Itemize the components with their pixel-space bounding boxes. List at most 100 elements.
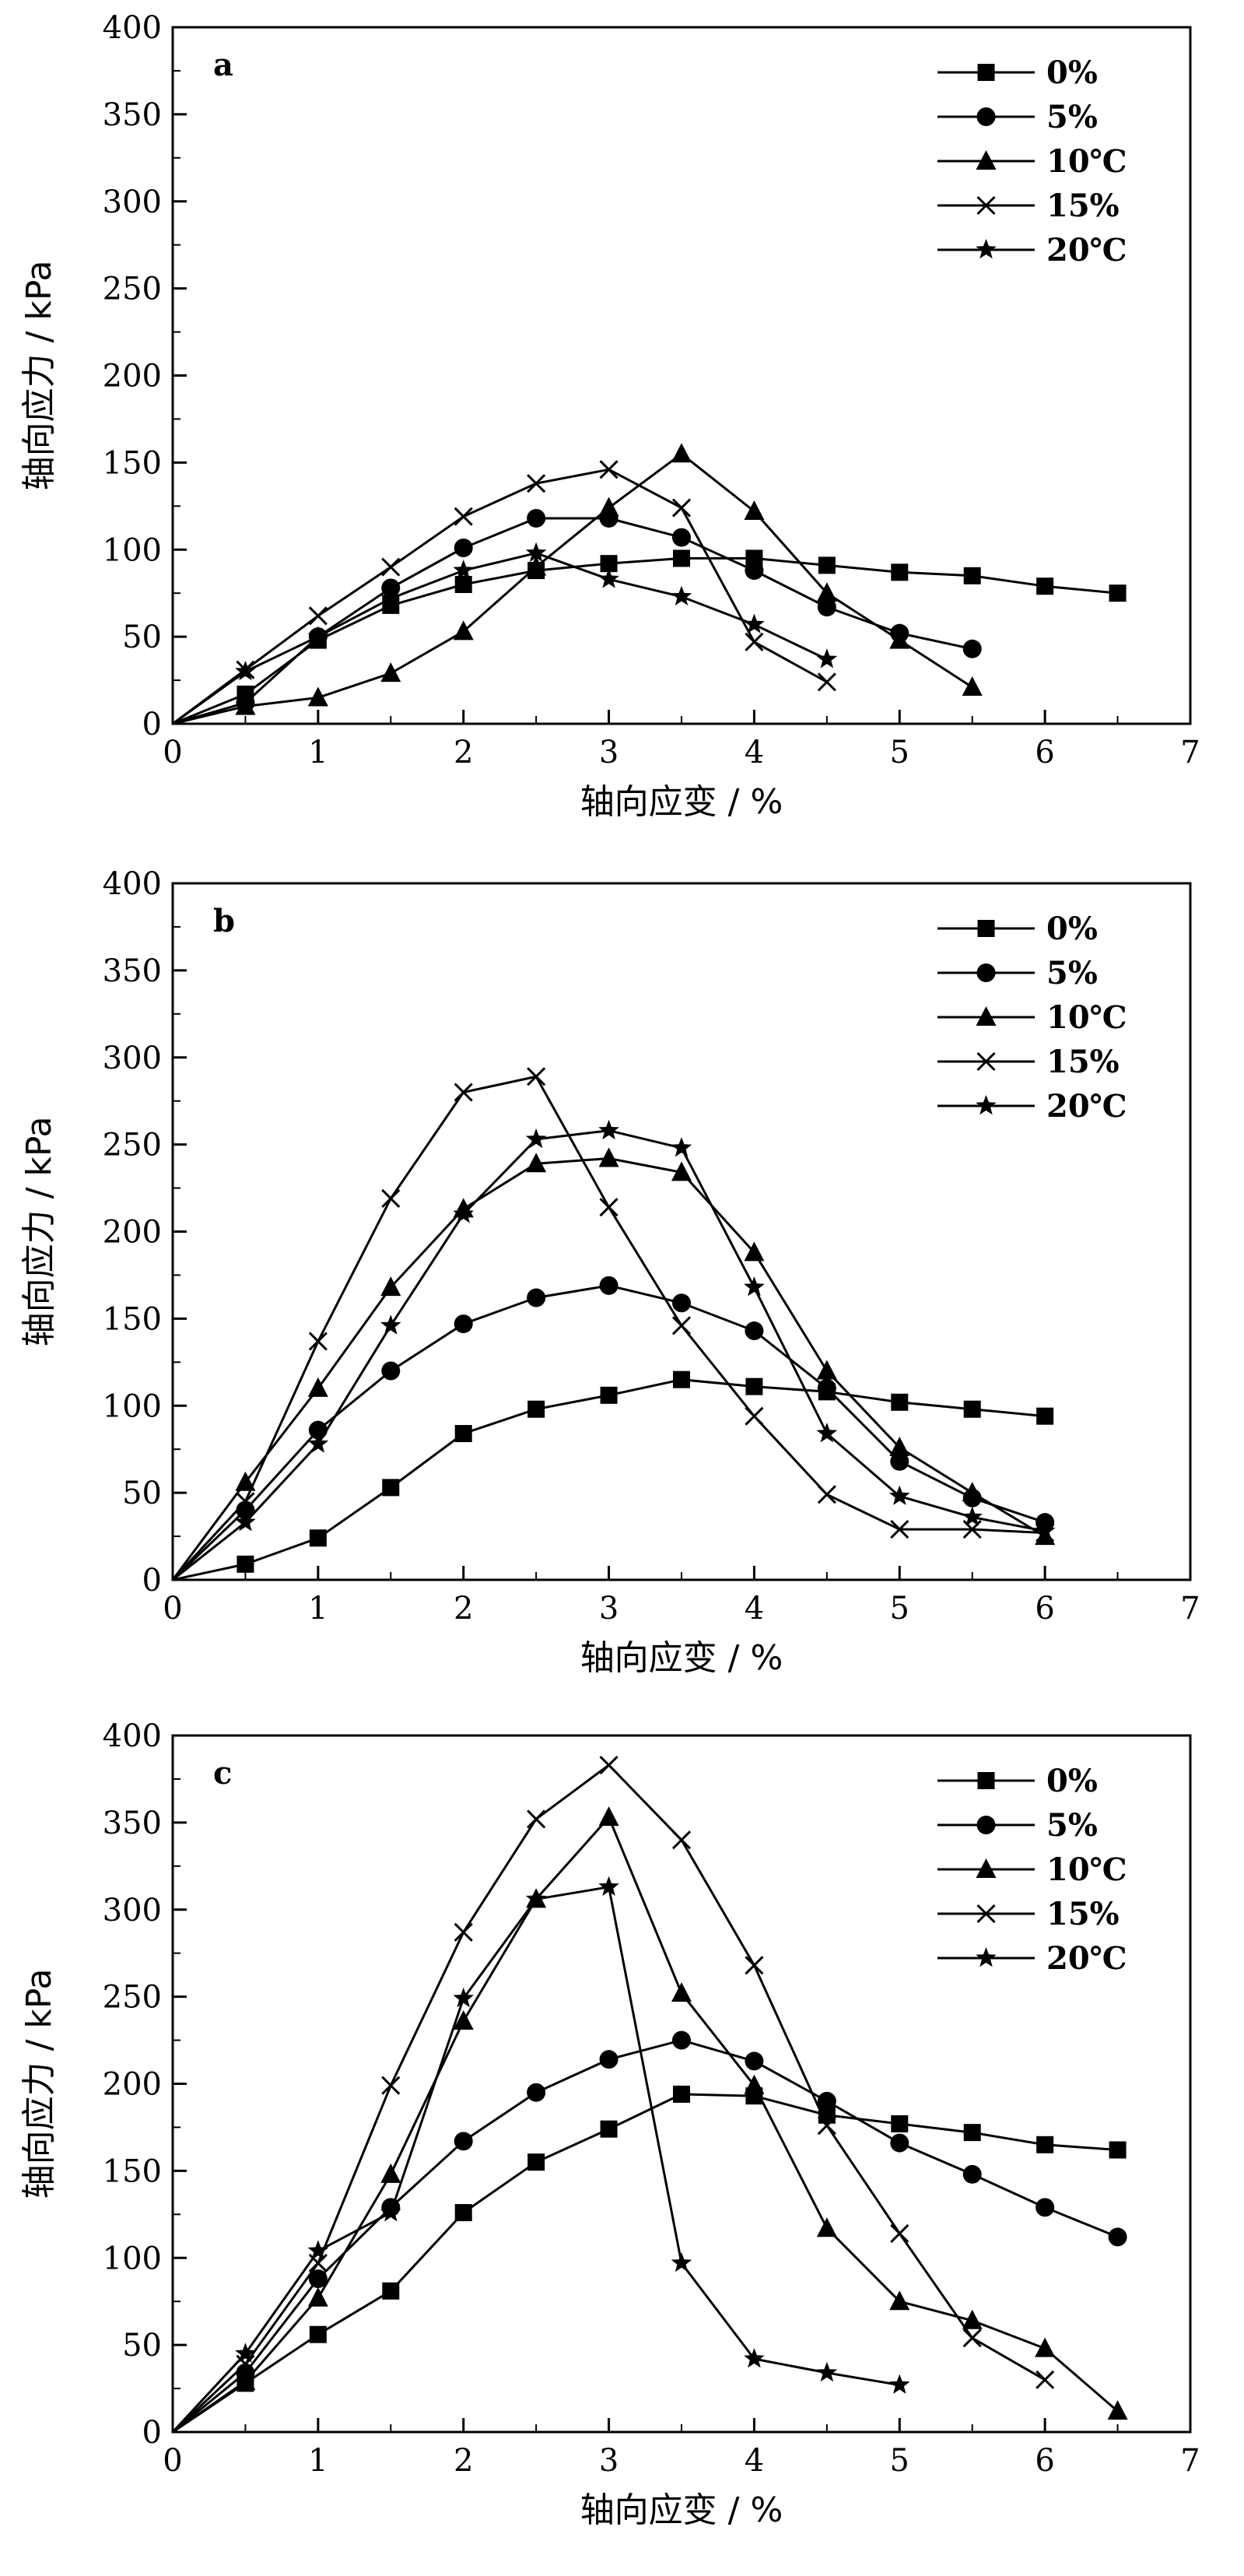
data-point: [816, 648, 838, 669]
x-tick-label: 0: [163, 735, 182, 770]
y-axis-title: 轴向应力 / kPa: [19, 1969, 59, 2199]
y-tick-label: 0: [142, 707, 162, 742]
data-point: [454, 2204, 472, 2222]
series-line: [171, 1764, 1046, 2434]
legend: 0% 5% 10℃ 15% 20℃: [937, 54, 1127, 268]
data-point: [309, 1529, 327, 1547]
data-point: [673, 1370, 690, 1388]
legend: 0% 5% 10℃ 15% 20℃: [937, 1763, 1127, 1977]
x-tick-label: 7: [1180, 735, 1200, 770]
data-point: [454, 507, 473, 526]
data-point: [962, 1506, 983, 1526]
data-point: [381, 1361, 401, 1381]
data-point: [745, 2051, 764, 2071]
data-point: [744, 2348, 765, 2368]
y-tick-label: 200: [103, 359, 162, 395]
y-tick-label: 150: [103, 1301, 162, 1337]
chart-panel-b: 0 1 2 3 4 5 6 7 0 50 100 150 200 250 300 350 400 轴向应变 / %…: [19, 866, 1200, 1678]
data-point: [745, 632, 764, 651]
data-point: [963, 1400, 981, 1418]
data-point: [235, 1511, 256, 1532]
data-point: [600, 555, 618, 573]
data-point: [527, 1400, 545, 1418]
series-line: [172, 2093, 1118, 2434]
data-point: [381, 1188, 401, 1209]
x-tick-label: 5: [890, 735, 909, 770]
legend-marker: [976, 963, 996, 982]
legend-item: 0%: [937, 54, 1098, 91]
legend-label: 20℃: [1046, 232, 1127, 268]
data-point: [526, 1153, 547, 1173]
x-tick-label: 3: [599, 735, 618, 770]
data-point: [527, 508, 546, 528]
data-point: [671, 2252, 692, 2272]
y-tick-label: 200: [103, 2067, 162, 2103]
data-point: [454, 1922, 473, 1942]
data-point: [1035, 2370, 1055, 2389]
data-point: [745, 1377, 763, 1395]
data-point: [527, 474, 546, 493]
legend-label: 10℃: [1046, 143, 1127, 180]
y-tick-label: 0: [142, 1563, 162, 1599]
x-tick-label: 6: [1035, 1591, 1054, 1627]
x-tick-label: 1: [308, 2443, 328, 2479]
legend-item: 20℃: [937, 1088, 1127, 1125]
data-point: [307, 2240, 329, 2260]
legend-marker: [976, 1816, 996, 1834]
data-point: [745, 561, 764, 581]
data-point: [307, 1377, 328, 1397]
data-point: [599, 1755, 618, 1775]
series-3: [172, 443, 983, 725]
data-point: [525, 1128, 547, 1149]
data-point: [671, 585, 692, 605]
series-2: [172, 508, 982, 725]
data-point: [307, 686, 328, 707]
legend-marker: [976, 1095, 997, 1115]
plot-frame: [171, 882, 1192, 1581]
legend-item: 15%: [937, 188, 1120, 224]
x-tick-label: 5: [890, 2443, 909, 2479]
x-tick-label: 1: [308, 735, 328, 770]
legend-item: 15%: [937, 1044, 1120, 1080]
data-point: [454, 576, 472, 593]
series-4: [171, 1755, 1055, 2434]
data-point: [744, 2074, 765, 2094]
legend-marker: [977, 64, 995, 81]
data-point: [381, 2076, 401, 2095]
series-line: [172, 1129, 1046, 1581]
y-tick-label: 0: [142, 2415, 162, 2451]
data-point: [963, 567, 981, 584]
data-point: [744, 1276, 765, 1297]
data-point: [963, 2124, 981, 2142]
data-point: [671, 1830, 692, 1850]
data-point: [1036, 2136, 1054, 2153]
legend-item: 20℃: [937, 232, 1127, 268]
y-tick-label: 250: [103, 272, 162, 307]
data-point: [598, 1119, 619, 1140]
data-point: [236, 1492, 255, 1511]
data-point: [453, 620, 474, 640]
data-point: [382, 2282, 400, 2300]
data-point: [453, 560, 474, 580]
data-point: [235, 695, 256, 715]
legend-label: 0%: [1046, 54, 1098, 91]
legend-item: 5%: [937, 1807, 1098, 1844]
x-axis-title: 轴向应变 / %: [580, 1638, 783, 1678]
series-1: [172, 1370, 1054, 1581]
legend-marker: [976, 195, 996, 216]
data-point: [671, 1137, 692, 1157]
data-point: [453, 2009, 474, 2030]
data-point: [671, 498, 692, 518]
y-tick-label: 150: [103, 2153, 162, 2189]
data-point: [891, 563, 909, 581]
x-tick-label: 6: [1035, 735, 1054, 770]
data-point: [598, 568, 619, 588]
x-tick-label: 0: [163, 2443, 182, 2479]
data-point: [380, 1276, 401, 1297]
data-point: [235, 660, 256, 681]
legend-label: 20℃: [1046, 1088, 1127, 1125]
data-point: [527, 2083, 546, 2102]
legend-label: 5%: [1046, 99, 1098, 135]
